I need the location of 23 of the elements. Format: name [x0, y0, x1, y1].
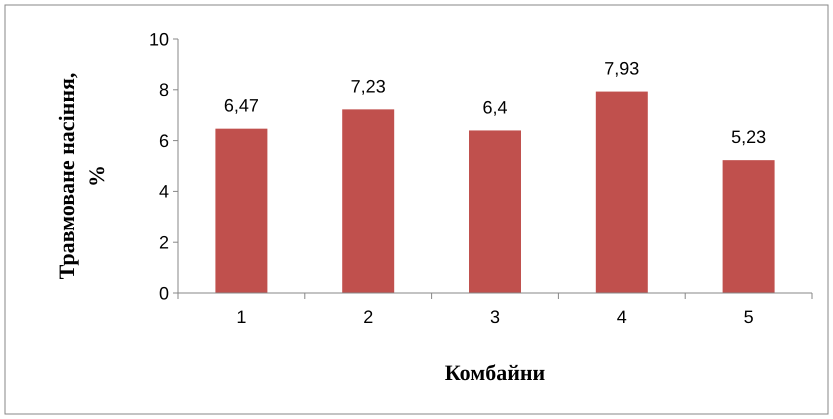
x-tick-label: 4 — [616, 307, 627, 327]
y-tick-label: 0 — [158, 283, 169, 304]
y-tick-label: 4 — [158, 182, 169, 202]
bar — [596, 92, 648, 293]
x-axis-title: Комбайни — [444, 360, 546, 385]
bar — [469, 130, 521, 293]
data-label: 6,4 — [482, 97, 508, 118]
bar — [215, 128, 268, 293]
y-axis-title: Травмоване насіння, % — [54, 72, 109, 280]
bar — [722, 160, 775, 293]
bar — [342, 109, 394, 293]
x-tick-label: 5 — [744, 307, 754, 327]
x-tick-label: 2 — [363, 307, 374, 327]
data-label: 7,23 — [350, 76, 386, 96]
x-tick-label: 1 — [236, 307, 246, 327]
y-tick-label: 10 — [148, 29, 169, 50]
data-label: 6,47 — [224, 96, 259, 116]
y-tick-label: 2 — [158, 232, 169, 252]
y-tick-label: 8 — [158, 80, 169, 100]
x-tick-label: 3 — [490, 307, 500, 327]
data-label: 5,23 — [731, 127, 766, 148]
data-label: 7,93 — [604, 58, 640, 79]
y-tick-label: 6 — [158, 130, 169, 151]
